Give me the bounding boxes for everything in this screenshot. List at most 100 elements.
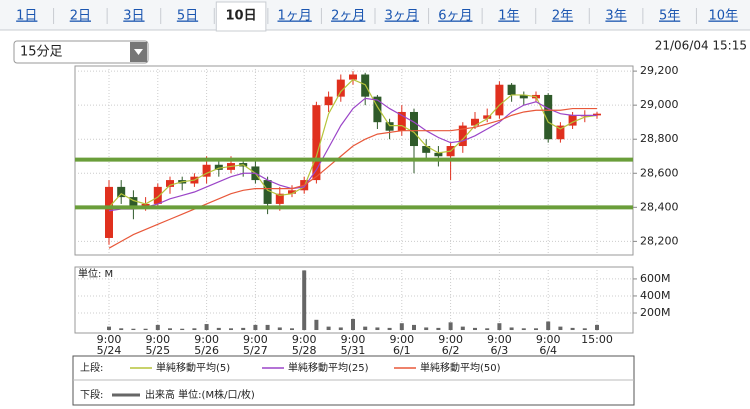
candle-body [324,96,333,106]
x-tick-label: 9:00 [243,333,268,346]
volume-bar [509,327,514,331]
candle-body [495,84,504,116]
volume-bar [107,326,111,331]
tab[interactable]: 5年 [659,9,680,24]
volume-bar [229,328,233,331]
tab[interactable]: 5日 [177,9,198,24]
candle-body [519,94,528,99]
x-tick-label: 9:00 [487,333,512,346]
volume-bar [424,327,429,331]
tab[interactable]: 10年 [708,9,738,24]
volume-bar [265,324,270,331]
x-tick-date: 5/27 [243,344,268,357]
tab[interactable]: 1ヶ月 [278,9,312,24]
volume-bar [314,319,319,331]
volume-bar [155,324,160,331]
volume-bar [204,324,209,331]
candle-body [288,190,296,194]
x-tick-date: 5/24 [97,344,122,357]
volume-bar [216,327,221,331]
candle-body [105,186,113,238]
candle-body [373,96,382,123]
volume-bar [521,328,526,331]
volume-bar [448,322,453,331]
volume-bar [326,326,331,331]
tab[interactable]: 2年 [552,9,573,24]
candle-body [336,79,345,97]
y-tick-label: 28,600 [640,166,679,179]
candle-body [166,180,174,187]
x-tick-date: 5/26 [194,344,219,357]
tab[interactable]: 1年 [498,9,519,24]
candle-body [385,122,394,131]
volume-bar [119,328,124,331]
volume-bar [460,326,465,331]
tab: 10日 [226,9,257,24]
y-tick-label: 28,400 [640,200,679,213]
volume-bar [497,323,502,331]
legend-entry: 単純移動平均(25) [288,361,369,374]
candle-body [263,180,272,204]
tab[interactable]: 3年 [605,9,626,24]
volume-bar [180,328,185,331]
tab[interactable]: 6ヶ月 [438,9,472,24]
ma-line [108,107,597,249]
candle-body [397,111,406,131]
volume-bar [570,327,575,331]
x-tick-label: 9:00 [194,333,219,346]
candle-body [568,115,577,126]
x-tick-date: 6/1 [393,344,411,357]
volume-bar [168,328,172,331]
tab[interactable]: 2ヶ月 [331,9,365,24]
volume-bar [351,318,355,331]
x-tick-label: 15:00 [581,333,613,346]
y-tick-label: 600M [640,272,671,285]
x-tick-label: 9:00 [292,333,317,346]
candle-body [214,164,223,170]
volume-bar [375,327,380,331]
x-tick-date: 6/4 [539,344,557,357]
volume-bar [558,326,563,331]
y-tick-label: 28,200 [640,234,679,247]
candle-body [593,113,601,116]
tab[interactable]: 2日 [70,9,91,24]
candle-body [153,186,162,204]
legend-label: 上段: [80,361,103,374]
candle-body [544,94,553,140]
volume-bar [399,323,404,331]
select-arrow [134,49,143,55]
volume-bar [595,324,599,331]
y-tick-label: 29,200 [640,64,679,77]
volume-bar [192,328,197,331]
candle-body [471,118,479,126]
volume-bar [412,324,416,331]
volume-bar [534,328,538,331]
x-tick-date: 5/31 [341,344,366,357]
candle-body [458,125,467,147]
x-tick-date: 5/28 [292,344,317,357]
x-tick-date: 6/2 [442,344,460,357]
x-tick-date: 5/25 [145,344,170,357]
volume-bar [143,328,148,331]
candle-body [434,152,443,157]
tab[interactable]: 3ヶ月 [385,9,419,24]
volume-bar [473,327,477,331]
candle-body [117,186,126,198]
volume-bar [302,270,307,331]
interval-select[interactable] [13,40,149,64]
volume-bar [582,328,587,331]
volume-bar [485,328,490,331]
candle-body [410,111,418,147]
volume-bar [338,327,343,331]
y-tick-label: 28,800 [640,132,679,145]
candle-body [349,74,357,80]
x-tick-label: 9:00 [438,333,463,346]
legend-entry: 単純移動平均(50) [420,361,501,374]
legend-entry: 単純移動平均(5) [156,361,230,374]
tab[interactable]: 1日 [16,9,37,24]
tab[interactable]: 3日 [123,9,144,24]
x-tick-label: 9:00 [341,333,366,346]
y-tick-label: 400M [640,289,671,302]
x-tick-date: 6/3 [491,344,509,357]
